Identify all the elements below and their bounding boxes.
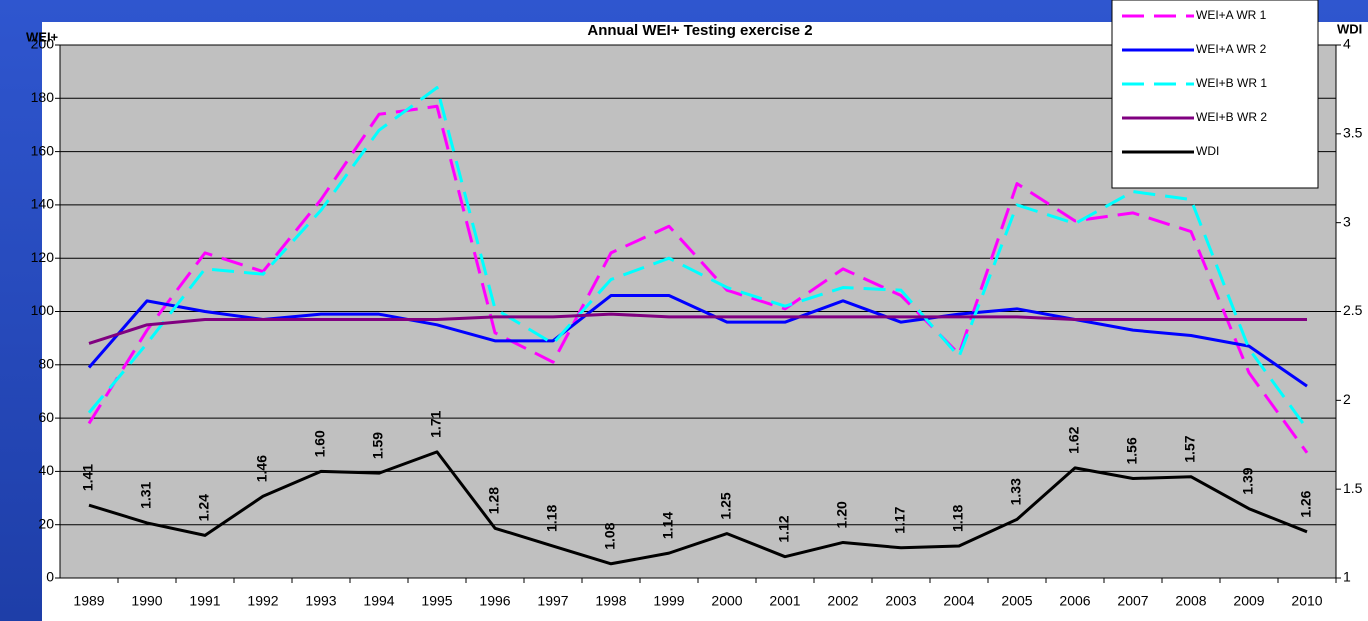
y2-axis-title: WDI	[1337, 21, 1362, 36]
series-line	[87, 86, 1309, 430]
x-tick-label: 2004	[943, 593, 974, 609]
chart-title: Annual WEI+ Testing exercise 2	[587, 22, 812, 39]
x-tick-label: 1994	[363, 593, 394, 609]
y2-tick-label: 2	[1343, 391, 1351, 407]
data-label: 1.25	[718, 492, 734, 519]
data-label: 1.24	[196, 494, 212, 521]
legend-label: WDI	[1196, 144, 1219, 158]
data-label: 1.57	[1182, 435, 1198, 462]
x-tick-label: 1997	[537, 593, 568, 609]
y2-tick-label: 1.5	[1343, 480, 1363, 496]
y-tick-label: 80	[38, 356, 54, 372]
data-label: 1.28	[486, 487, 502, 514]
data-label: 1.14	[660, 512, 676, 539]
y-tick-label: 140	[31, 196, 55, 212]
data-label: 1.71	[428, 410, 444, 437]
x-tick-label: 2000	[711, 593, 742, 609]
x-tick-label: 2009	[1233, 593, 1264, 609]
data-label: 1.46	[254, 455, 270, 482]
x-tick-label: 2006	[1059, 593, 1090, 609]
y2-tick-label: 2.5	[1343, 302, 1363, 318]
y2-tick-label: 3	[1343, 213, 1351, 229]
data-label: 1.31	[138, 481, 154, 508]
legend-label: WEI+B WR 2	[1196, 110, 1267, 124]
x-tick-label: 2003	[885, 593, 916, 609]
x-tick-label: 2001	[769, 593, 800, 609]
data-label: 1.60	[312, 430, 328, 457]
data-label: 1.18	[950, 505, 966, 532]
series-line	[88, 450, 1308, 566]
y2-tick-label: 4	[1343, 36, 1351, 52]
legend-label: WEI+A WR 1	[1196, 8, 1267, 22]
legend-label: WEI+A WR 2	[1196, 42, 1267, 56]
x-tick-label: 1991	[189, 593, 220, 609]
y-axis-title: WEI+	[26, 29, 59, 44]
legend	[1111, 0, 1319, 189]
series-line	[88, 312, 1307, 345]
x-tick-label: 1989	[73, 593, 104, 609]
legend-label: WEI+B WR 1	[1196, 76, 1267, 90]
data-label: 1.59	[370, 432, 386, 459]
y2-tick-label: 3.5	[1343, 125, 1363, 141]
x-tick-label: 1990	[131, 593, 162, 609]
y-tick-label: 20	[38, 515, 54, 531]
x-tick-label: 1993	[305, 593, 336, 609]
x-tick-label: 1996	[479, 593, 510, 609]
series-line	[87, 294, 1308, 388]
x-tick-label: 1992	[247, 593, 278, 609]
y-tick-label: 40	[38, 462, 54, 478]
x-tick-label: 2008	[1175, 593, 1206, 609]
data-label: 1.33	[1008, 478, 1024, 505]
y-tick-label: 0	[46, 569, 54, 585]
y2-tick-label: 1	[1343, 569, 1351, 585]
y-tick-label: 100	[31, 302, 55, 318]
data-label: 1.18	[544, 505, 560, 532]
data-label: 1.26	[1298, 490, 1314, 517]
x-tick-label: 2010	[1291, 593, 1322, 609]
data-label: 1.39	[1240, 467, 1256, 494]
y-tick-label: 120	[31, 249, 55, 265]
data-label: 1.41	[80, 464, 96, 491]
x-tick-label: 1995	[421, 593, 452, 609]
y-tick-label: 160	[31, 142, 55, 158]
y-tick-label: 180	[31, 89, 55, 105]
data-label: 1.62	[1066, 426, 1082, 453]
x-tick-label: 2005	[1001, 593, 1032, 609]
data-label: 1.12	[776, 515, 792, 542]
data-label: 1.17	[892, 506, 908, 533]
x-tick-label: 2002	[827, 593, 858, 609]
data-label: 1.56	[1124, 437, 1140, 464]
series-line	[87, 104, 1309, 454]
data-label: 1.20	[834, 501, 850, 528]
data-label: 1.08	[602, 522, 618, 549]
x-tick-label: 2007	[1117, 593, 1148, 609]
x-tick-label: 1999	[653, 593, 684, 609]
y-tick-label: 60	[38, 409, 54, 425]
x-tick-label: 1998	[595, 593, 626, 609]
y-tick-label: 200	[31, 36, 55, 52]
